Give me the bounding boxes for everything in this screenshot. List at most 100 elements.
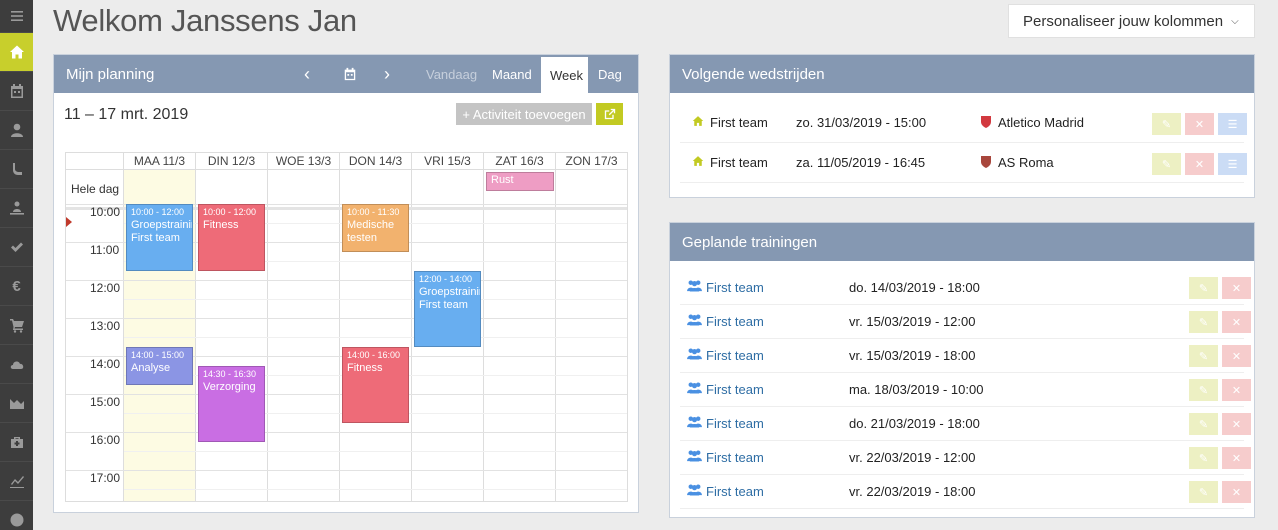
all-day-cell[interactable] [268, 170, 340, 207]
menu-icon[interactable] [0, 0, 33, 33]
current-time-marker [66, 217, 72, 228]
hour-line [66, 470, 627, 471]
training-team-link[interactable]: First team [706, 416, 764, 431]
today-button[interactable]: Vandaag [426, 66, 478, 82]
medical-kit-icon[interactable] [0, 423, 33, 462]
all-day-cell[interactable] [124, 170, 196, 207]
calendar-picker-icon[interactable] [343, 55, 357, 93]
all-day-cell[interactable] [556, 170, 627, 207]
hour-line [66, 432, 627, 433]
all-day-cell[interactable] [412, 170, 484, 207]
cloud-icon[interactable] [0, 345, 33, 384]
match-date: za. 11/05/2019 - 16:45 [796, 155, 926, 170]
globe-icon[interactable] [0, 501, 33, 530]
day-header: DIN 12/3 [196, 153, 268, 170]
edit-icon[interactable]: ✎ [1152, 153, 1181, 175]
day-column[interactable] [484, 210, 556, 501]
hour-label: 10:00 [90, 205, 121, 219]
all-day-label: Hele dag [71, 182, 120, 196]
trainings-panel: Geplande trainingen First team do. 14/03/… [669, 222, 1255, 518]
day-column[interactable] [196, 210, 268, 501]
day-header: WOE 13/3 [268, 153, 340, 170]
home-icon [692, 155, 704, 170]
group-icon [686, 279, 703, 295]
line-chart-icon[interactable] [0, 462, 33, 501]
delete-icon[interactable]: ✕ [1185, 153, 1214, 175]
personalise-columns-button[interactable]: Personaliseer jouw kolommen ⌵ [1008, 4, 1255, 38]
chevron-left-icon[interactable]: ‹ [304, 63, 310, 84]
event-name: Medische testen [347, 219, 395, 244]
external-link-icon[interactable] [596, 103, 623, 125]
edit-icon[interactable]: ✎ [1189, 447, 1218, 469]
calendar-event[interactable]: 14:00 - 16:00 Fitness [342, 346, 409, 423]
edit-icon[interactable]: ✎ [1189, 277, 1218, 299]
half-hour-line [124, 261, 627, 262]
training-date: vr. 22/03/2019 - 18:00 [849, 484, 976, 499]
month-view-button[interactable]: Maand [492, 66, 532, 82]
match-date: zo. 31/03/2019 - 15:00 [796, 115, 927, 130]
day-header: ZAT 16/3 [484, 153, 556, 170]
user-icon[interactable] [0, 111, 33, 150]
page-title: Welkom Janssens Jan [53, 3, 357, 38]
calendar-event[interactable]: 12:00 - 14:00Groepstraining First team [414, 270, 481, 347]
all-day-cell[interactable] [196, 170, 268, 207]
training-row: First team vr. 15/03/2019 - 18:00 ✎ ✕ [680, 339, 1251, 373]
day-column[interactable] [412, 210, 484, 501]
delete-icon[interactable]: ✕ [1222, 277, 1251, 299]
list-icon[interactable]: ☰ [1218, 153, 1247, 175]
delete-icon[interactable]: ✕ [1222, 481, 1251, 503]
training-team-link[interactable]: First team [706, 314, 764, 329]
calendar-event[interactable]: 14:00 - 15:00 Analyse [126, 346, 193, 385]
delete-icon[interactable]: ✕ [1222, 345, 1251, 367]
hour-line [66, 318, 627, 319]
chevron-down-icon: ⌵ [1231, 15, 1239, 27]
matches-header: Volgende wedstrijden [670, 55, 1254, 93]
edit-icon[interactable]: ✎ [1189, 413, 1218, 435]
training-team-link[interactable]: First team [706, 382, 764, 397]
edit-icon[interactable]: ✎ [1189, 311, 1218, 333]
all-day-event[interactable]: Rust [486, 172, 554, 191]
all-day-cell[interactable] [484, 170, 556, 207]
half-hour-line [124, 299, 627, 300]
training-date: vr. 15/03/2019 - 18:00 [849, 348, 976, 363]
whistle-icon[interactable] [0, 150, 33, 189]
check-icon[interactable] [0, 228, 33, 267]
home-icon[interactable] [0, 33, 33, 72]
training-team-link[interactable]: First team [706, 280, 764, 295]
chart-area-icon[interactable] [0, 384, 33, 423]
calendar-icon[interactable] [0, 72, 33, 111]
hour-label: 14:00 [90, 357, 121, 371]
delete-icon[interactable]: ✕ [1222, 379, 1251, 401]
calendar-event[interactable]: 10:00 - 12:00 Fitness [198, 204, 265, 271]
event-time: 10:00 - 12:00 [131, 207, 185, 217]
training-team-link[interactable]: First team [706, 484, 764, 499]
coach-icon[interactable] [0, 189, 33, 228]
week-view-button[interactable]: Week [541, 57, 588, 93]
training-team-link[interactable]: First team [706, 348, 764, 363]
calendar-event[interactable]: 10:00 - 11:30 Medische testen [342, 204, 409, 252]
euro-icon[interactable]: € [0, 267, 33, 306]
calendar-event[interactable]: 10:00 - 12:00 Groepstraining First team [126, 204, 193, 271]
add-activity-button[interactable]: + Activiteit toevoegen [456, 103, 592, 125]
chevron-right-icon[interactable]: › [384, 63, 390, 84]
training-date: vr. 22/03/2019 - 12:00 [849, 450, 976, 465]
day-column[interactable] [268, 210, 340, 501]
delete-icon[interactable]: ✕ [1185, 113, 1214, 135]
edit-icon[interactable]: ✎ [1152, 113, 1181, 135]
match-team: First team [710, 115, 768, 130]
edit-icon[interactable]: ✎ [1189, 379, 1218, 401]
list-icon[interactable]: ☰ [1218, 113, 1247, 135]
calendar-event[interactable]: 14:30 - 16:30 Verzorging [198, 365, 265, 442]
day-view-button[interactable]: Dag [598, 66, 622, 82]
training-row: First team do. 14/03/2019 - 18:00 ✎ ✕ [680, 271, 1251, 305]
all-day-cell[interactable] [340, 170, 412, 207]
day-column[interactable] [340, 210, 412, 501]
cart-icon[interactable] [0, 306, 33, 345]
group-icon [686, 313, 703, 329]
edit-icon[interactable]: ✎ [1189, 481, 1218, 503]
delete-icon[interactable]: ✕ [1222, 413, 1251, 435]
edit-icon[interactable]: ✎ [1189, 345, 1218, 367]
delete-icon[interactable]: ✕ [1222, 311, 1251, 333]
delete-icon[interactable]: ✕ [1222, 447, 1251, 469]
training-team-link[interactable]: First team [706, 450, 764, 465]
